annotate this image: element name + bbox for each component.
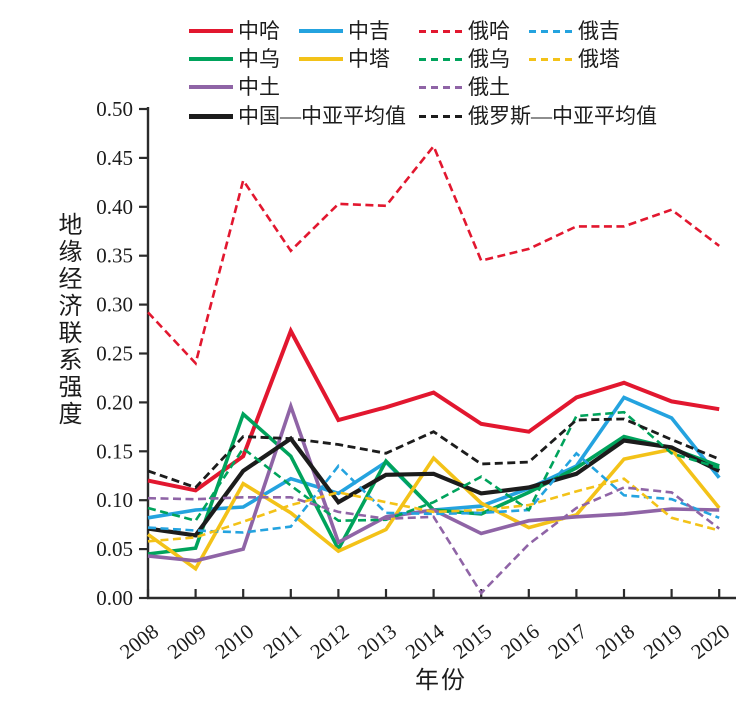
- solid-line-swatch: [299, 57, 343, 61]
- legend-label: 俄吉: [578, 19, 620, 43]
- x-tick-label: 2009: [163, 619, 211, 664]
- legend-label: 俄土: [468, 75, 510, 99]
- x-tick-label: 2017: [544, 619, 592, 664]
- legend-label: 俄罗斯—中亚平均值: [468, 104, 657, 128]
- legend-label: 俄哈: [468, 19, 510, 43]
- series-line-中土: [147, 400, 720, 563]
- legend-item-中国—中亚平均值: 中国—中亚平均值: [189, 103, 406, 129]
- legend-item-中塔: 中塔: [299, 46, 390, 72]
- legend-label: 俄乌: [468, 47, 510, 71]
- dashed-line-swatch: [419, 29, 463, 33]
- legend-label: 中哈: [238, 19, 280, 43]
- legend-item-中乌: 中乌: [189, 46, 280, 72]
- x-tick-label: 2016: [496, 619, 544, 664]
- y-tick-label: 0.40: [96, 195, 133, 219]
- y-tick-label: 0.05: [96, 537, 133, 561]
- series-line-俄乌: [147, 410, 720, 523]
- x-tick-label: 2012: [306, 619, 354, 664]
- legend-item-中土: 中土: [189, 74, 280, 100]
- x-tick-label: 2011: [259, 619, 306, 663]
- legend-label: 中国—中亚平均值: [238, 104, 406, 128]
- dashed-line-swatch: [419, 57, 463, 61]
- x-tick-label: 2020: [686, 619, 734, 664]
- series-line-中哈: [147, 326, 720, 493]
- legend-item-俄塔: 俄塔: [529, 46, 620, 72]
- x-tick-label: 2010: [210, 619, 258, 664]
- legend-label: 俄塔: [578, 47, 620, 71]
- y-tick-label: 0.35: [96, 244, 133, 268]
- y-tick-label: 0.15: [96, 439, 133, 463]
- series-line-俄哈: [147, 143, 720, 366]
- legend-label: 中塔: [348, 47, 390, 71]
- y-tick-label: 0.25: [96, 342, 133, 366]
- dashed-line-swatch: [419, 114, 463, 118]
- series-line-俄塔: [147, 477, 720, 543]
- x-tick-label: 2014: [401, 619, 449, 664]
- solid-line-swatch: [189, 85, 233, 89]
- y-tick-label: 0.50: [96, 97, 133, 121]
- series-line-俄吉: [147, 451, 720, 534]
- legend-item-俄吉: 俄吉: [529, 18, 620, 44]
- x-tick-label: 2019: [639, 619, 687, 664]
- solid-line-swatch: [299, 29, 343, 33]
- series-line-俄罗斯—中亚平均值: [147, 417, 720, 490]
- dashed-line-swatch: [529, 57, 573, 61]
- dashed-line-swatch: [419, 85, 463, 89]
- legend-item-中哈: 中哈: [189, 18, 280, 44]
- x-tick-label: 2015: [448, 619, 496, 664]
- y-tick-label: 0.00: [96, 586, 133, 610]
- legend-item-俄哈: 俄哈: [419, 18, 510, 44]
- y-tick-label: 0.20: [96, 390, 133, 414]
- y-tick-label: 0.45: [96, 146, 133, 170]
- legend-label: 中吉: [348, 19, 390, 43]
- y-tick-label: 0.10: [96, 488, 133, 512]
- legend-label: 中乌: [238, 47, 280, 71]
- legend-item-俄罗斯—中亚平均值: 俄罗斯—中亚平均值: [419, 103, 657, 129]
- chart-legend: 中哈 中吉 俄哈 俄吉中乌 中塔 俄乌 俄塔中土 俄土中国—中亚平均值 俄罗斯—中亚平均值: [0, 0, 752, 140]
- solid-line-swatch: [189, 57, 233, 61]
- x-tick-label: 2008: [115, 619, 163, 664]
- dashed-line-swatch: [529, 29, 573, 33]
- x-tick-label: 2013: [353, 619, 401, 664]
- solid-line-swatch: [189, 29, 233, 33]
- solid-line-swatch: [189, 113, 233, 119]
- series-line-俄土: [147, 486, 720, 596]
- series-line-中塔: [146, 447, 721, 572]
- legend-item-俄乌: 俄乌: [419, 46, 510, 72]
- x-tick-label: 2018: [591, 619, 639, 664]
- legend-label: 中土: [238, 75, 280, 99]
- legend-item-中吉: 中吉: [299, 18, 390, 44]
- series-line-中国—中亚平均值: [147, 435, 721, 538]
- y-axis-title: 地缘经济联系强度: [54, 212, 80, 428]
- y-tick-label: 0.30: [96, 293, 133, 317]
- legend-item-俄土: 俄土: [419, 74, 510, 100]
- x-axis-title: 年份: [415, 668, 467, 694]
